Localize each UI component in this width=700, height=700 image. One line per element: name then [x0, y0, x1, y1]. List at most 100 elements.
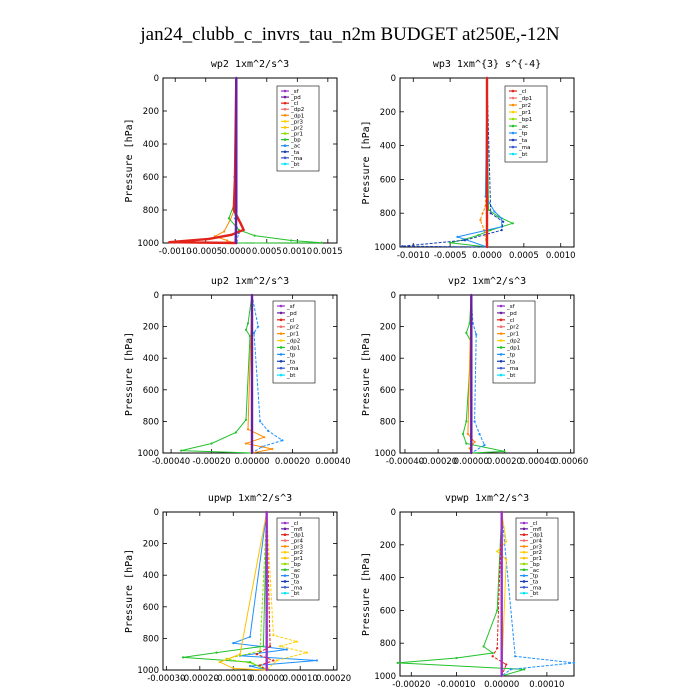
panel-title: wp2 1xm^2/s^3 — [211, 59, 289, 70]
series-point-pr2 — [279, 645, 282, 648]
legend-marker — [511, 110, 515, 114]
legend-label: _cl — [290, 101, 299, 107]
y-tick-label: 200 — [143, 540, 159, 550]
legend-marker — [522, 574, 526, 577]
legend-label: _bt — [290, 591, 300, 597]
legend-label: _pr2 — [518, 103, 531, 109]
legend-marker — [499, 311, 503, 315]
x-tick-label: -0.00010 — [214, 674, 252, 684]
series-point-pr1 — [263, 436, 266, 439]
legend-box — [515, 517, 559, 601]
legend-label: _cl — [286, 318, 295, 324]
series-point-tp — [483, 444, 486, 447]
legend-marker — [511, 145, 515, 149]
series-point-tp — [572, 661, 576, 665]
legend-marker — [522, 545, 526, 548]
y-tick-label: 1000 — [374, 672, 396, 682]
legend-marker — [283, 556, 287, 560]
legend-label: _ta — [506, 359, 515, 365]
legend-marker — [283, 568, 287, 572]
series-point-pr1 — [473, 440, 476, 443]
x-tick-label: 0.0005 — [252, 247, 282, 257]
legend-marker — [499, 353, 503, 356]
legend-label: _dp1 — [290, 533, 304, 539]
series-point-dp1 — [461, 432, 465, 436]
series-point-dp1 — [244, 328, 248, 331]
x-tick-label: 0.0015 — [313, 247, 343, 257]
x-tick-label: 0.0010 — [282, 247, 312, 257]
legend-label: _pr1 — [518, 110, 531, 116]
series-point-ac — [449, 241, 452, 244]
y-tick-label: 800 — [380, 417, 396, 427]
legend-label: _tp — [529, 574, 539, 580]
legend-marker — [279, 366, 283, 370]
series-point-cl — [500, 510, 503, 514]
y-tick-label: 400 — [143, 354, 159, 364]
legend-marker — [283, 550, 287, 554]
series-point-bp — [227, 217, 230, 220]
legend-marker — [283, 120, 287, 123]
y-tick-label: 200 — [380, 323, 396, 333]
legend-marker — [511, 103, 515, 107]
legend-marker — [499, 359, 503, 363]
legend-label: _ta — [518, 138, 527, 144]
series-point-cl — [265, 510, 268, 514]
series-point-dp1 — [465, 420, 468, 423]
series-point-tp — [248, 664, 252, 668]
legend-marker — [283, 545, 287, 548]
series-point-pr1 — [246, 428, 250, 431]
chart-panel-4: vp2 1xm^2/s^3 Pressure [hPa] 0 200 400 600 800… — [361, 276, 588, 467]
legend-label: _pd — [290, 95, 301, 101]
series-point-tp — [259, 420, 262, 423]
series-point-dp1 — [226, 239, 229, 242]
plot-frame — [162, 511, 338, 671]
y-tick-label: 800 — [143, 206, 159, 216]
legend-marker — [283, 101, 287, 105]
legend-label: _ac — [290, 568, 300, 574]
legend-label: _ma — [286, 366, 298, 372]
y-axis-label: Pressure [hPa] — [361, 552, 372, 636]
legend-label: _pr2 — [290, 125, 303, 131]
legend-label: _cl — [529, 521, 538, 527]
y-tick-label: 800 — [380, 639, 396, 649]
y-tick-label: 400 — [380, 354, 396, 364]
y-tick-label: 200 — [380, 108, 396, 118]
series-point-dp1 — [223, 230, 226, 233]
x-tick-label: 0.00000 — [484, 680, 519, 690]
series-point-dp1 — [255, 653, 258, 656]
series-point-cl — [265, 667, 268, 670]
legend-label: _ta — [290, 579, 299, 585]
legend-label: _ma — [518, 145, 530, 151]
series-point-dp1 — [496, 647, 499, 650]
y-tick-label: 0 — [154, 291, 159, 301]
legend-marker — [283, 156, 287, 160]
series-point-pd — [470, 293, 473, 297]
series-point-ac — [248, 661, 252, 664]
legend: _sf_pd_cl_dp2_dp1_pr3_pr2_pr1_bp_ac_ta_m… — [276, 85, 320, 172]
series-point-dp1 — [503, 450, 506, 453]
y-tick-label: 200 — [143, 323, 159, 333]
x-tick-label: 0.00040 — [520, 457, 555, 467]
y-tick-label: 600 — [143, 173, 159, 183]
legend-marker — [522, 533, 526, 536]
y-tick-label: 0 — [154, 508, 159, 518]
series-point-tp — [509, 668, 512, 671]
x-tick-label: -0.00020 — [419, 457, 457, 467]
x-tick-label: -0.00040 — [152, 457, 190, 467]
legend-label: _ma — [290, 585, 302, 591]
legend-label: _pr3 — [529, 544, 543, 550]
y-tick-label: 200 — [380, 541, 396, 551]
legend: _cl_mfl_dp1_pr4_pr3_pr2_pr1_bp_ac_tp_ta_… — [276, 517, 320, 601]
series-point-tp — [475, 333, 478, 336]
legend-marker — [279, 339, 283, 342]
legend-label: _bp1 — [518, 117, 532, 123]
legend-box — [276, 85, 320, 172]
series-point-pr2 — [479, 218, 482, 222]
legend-label: _cl — [518, 89, 527, 95]
chart-panel-5: upwp 1xm^2/s^3 Pressure [hPa] 0 200 400 600 80… — [124, 493, 351, 684]
series-point-pd — [470, 451, 473, 455]
series-point-cl — [230, 233, 233, 236]
series-point-cl — [232, 208, 235, 212]
series-line-dp1 — [181, 294, 253, 454]
series-point-pr1 — [244, 442, 248, 445]
